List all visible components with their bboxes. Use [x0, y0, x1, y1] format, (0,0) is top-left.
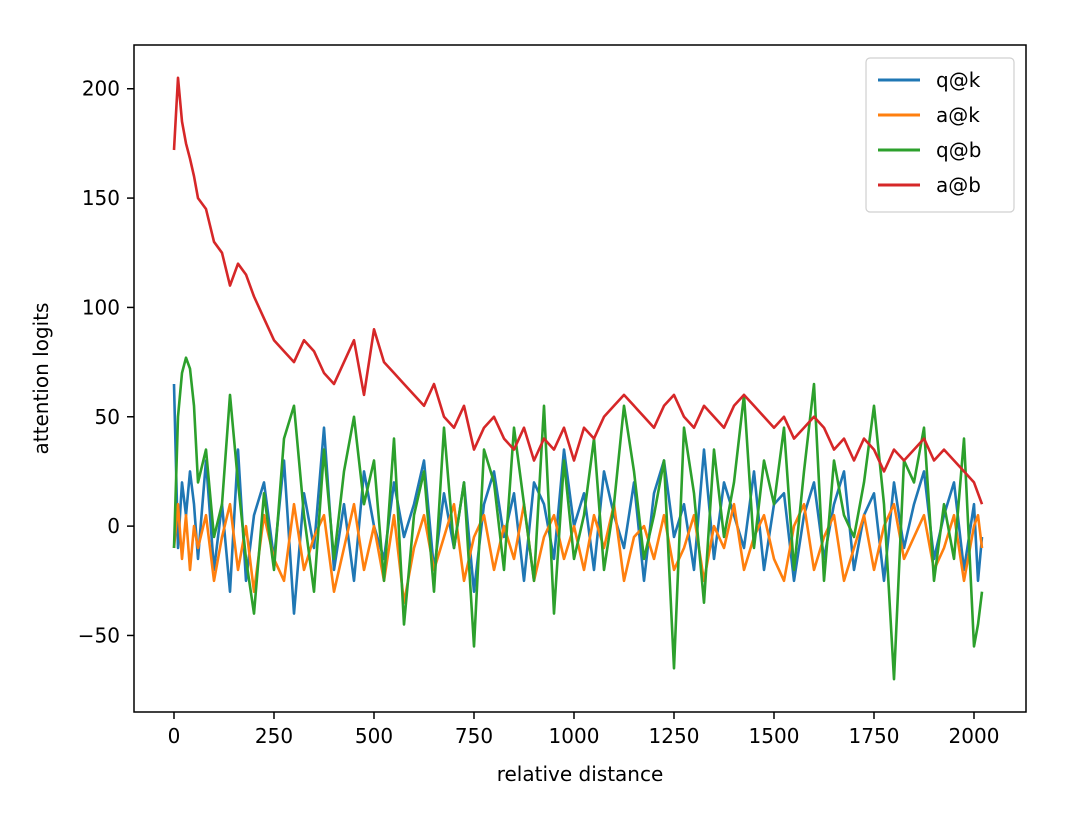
y-tick-label: 100	[82, 295, 120, 319]
x-axis-label: relative distance	[497, 762, 664, 786]
x-tick-label: 1500	[749, 724, 800, 748]
y-axis: −50 0 50 100 150 200	[78, 77, 134, 647]
y-axis-label: attention logits	[29, 303, 53, 455]
series-line-q@b	[172, 356, 984, 681]
legend-label: a@k	[936, 103, 980, 127]
x-tick-label: 500	[355, 724, 393, 748]
y-tick-label: 150	[82, 186, 120, 210]
legend-label: q@k	[936, 68, 981, 92]
x-tick-label: 1250	[649, 724, 700, 748]
y-tick-label: 0	[107, 514, 120, 538]
series-line-q@k	[172, 383, 984, 615]
x-tick-label: 1000	[549, 724, 600, 748]
series-line-a@b	[172, 76, 984, 505]
legend-label: q@b	[936, 138, 981, 162]
series-layer	[172, 76, 984, 681]
y-tick-label: 50	[95, 405, 120, 429]
y-tick-label: 200	[82, 77, 120, 101]
x-axis: 0 250 500 750 1000 1250 1500 1750 2000	[168, 712, 1000, 748]
legend-label: a@b	[936, 173, 981, 197]
y-tick-label: −50	[78, 623, 120, 647]
x-tick-label: 750	[455, 724, 493, 748]
x-tick-label: 2000	[949, 724, 1000, 748]
axes-frame	[133, 44, 1027, 713]
legend-box	[865, 57, 1015, 213]
x-tick-label: 1750	[849, 724, 900, 748]
legend: q@k a@k q@b a@b	[865, 57, 1015, 213]
x-tick-label: 0	[168, 724, 181, 748]
x-tick-label: 250	[255, 724, 293, 748]
